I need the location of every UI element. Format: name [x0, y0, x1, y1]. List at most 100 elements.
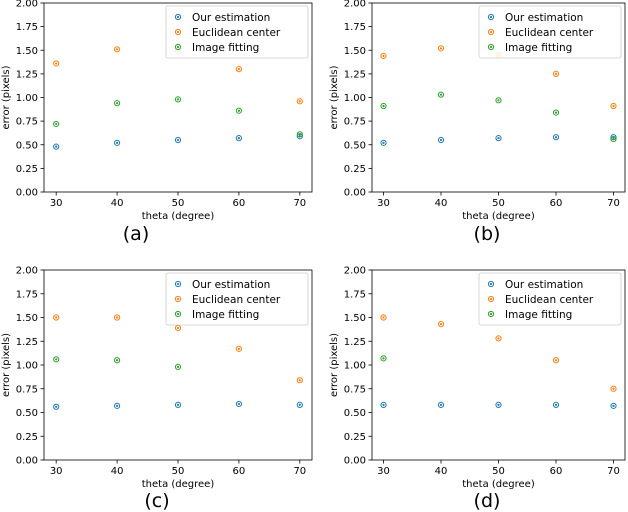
y-tick-label: 1.00: [344, 93, 366, 104]
data-point-series-1: [53, 403, 60, 410]
data-point-core: [439, 138, 443, 142]
x-tick-label: 70: [607, 466, 620, 477]
y-axis-label: error (pixels): [1, 65, 12, 129]
data-point-series-3: [113, 357, 121, 364]
y-tick-label: 1.75: [344, 22, 366, 33]
legend-marker-core: [489, 312, 493, 316]
data-point-core: [176, 365, 180, 368]
data-point-series-1: [174, 401, 182, 408]
data-point-core: [612, 404, 615, 407]
legend-box: [165, 272, 309, 326]
legend-marker-core: [176, 15, 180, 19]
x-tick-label: 40: [435, 466, 448, 477]
data-point-core: [115, 359, 119, 362]
data-point-core: [115, 141, 119, 144]
y-tick-label: 0.75: [16, 117, 38, 128]
data-point-series-1: [552, 134, 560, 141]
y-tick-label: 0.25: [16, 164, 38, 175]
data-point-series-2: [552, 70, 560, 77]
data-point-core: [115, 404, 119, 407]
data-point-core: [554, 403, 558, 406]
data-point-core: [382, 316, 385, 319]
data-point-series-2: [235, 66, 243, 73]
legend-label: Our estimation: [505, 12, 583, 24]
data-point-series-1: [174, 136, 182, 144]
legend-marker-core: [489, 30, 493, 34]
data-point-core: [554, 72, 558, 75]
y-tick-label: 1.25: [344, 69, 366, 80]
data-point-core: [298, 379, 301, 382]
data-point-series-2: [610, 385, 617, 392]
y-tick-label: 0.50: [344, 140, 366, 151]
y-axis-label: error (pixels): [1, 333, 12, 397]
data-point-series-1: [235, 135, 243, 142]
data-point-core: [176, 403, 180, 406]
x-axis-label: theta (degree): [462, 479, 535, 490]
data-point-core: [55, 62, 58, 65]
data-point-series-3: [437, 91, 445, 98]
legend-label: Our estimation: [192, 279, 270, 291]
legend-label: Image fitting: [192, 309, 259, 321]
data-point-core: [612, 104, 615, 108]
data-point-series-3: [380, 355, 387, 362]
y-tick-label: 1.75: [344, 289, 366, 300]
legend-marker: [487, 280, 495, 288]
data-point-series-3: [495, 97, 502, 104]
data-point-core: [237, 68, 241, 71]
legend-marker: [174, 43, 182, 51]
data-point-core: [237, 137, 241, 140]
data-point-core: [176, 326, 180, 330]
legend-marker-core: [489, 282, 493, 286]
data-point-series-1: [380, 401, 387, 408]
data-point-core: [55, 316, 58, 319]
legend-label: Our estimation: [192, 12, 270, 24]
data-point-series-1: [552, 401, 560, 408]
y-tick-label: 1.50: [16, 313, 38, 324]
data-point-series-1: [235, 400, 243, 408]
data-point-core: [55, 122, 58, 126]
x-tick-label: 50: [492, 198, 505, 209]
data-point-core: [439, 323, 443, 326]
data-point-core: [554, 359, 558, 362]
y-tick-label: 0.75: [344, 117, 366, 128]
x-tick-label: 40: [111, 198, 124, 209]
legend-marker-core: [176, 312, 180, 316]
legend-marker-core: [176, 45, 180, 49]
data-point-series-1: [437, 136, 445, 144]
data-point-core: [237, 347, 241, 350]
data-point-series-2: [113, 314, 121, 321]
legend-marker-core: [489, 297, 493, 301]
legend-marker: [174, 13, 182, 21]
chart-panel-2: 0.00 0.25 0.50 0.75 1.00 1.25 1.50 1.75 2.00 30 40…: [329, 0, 626, 245]
panel-caption: (d): [474, 490, 501, 512]
legend-label: Euclidean center: [505, 27, 594, 39]
y-tick-label: 1.50: [344, 46, 366, 57]
y-tick-label: 0.25: [344, 432, 366, 443]
data-point-series-2: [437, 45, 445, 52]
x-axis-label: theta (degree): [142, 211, 215, 222]
data-point-core: [55, 358, 58, 361]
x-tick-label: 60: [233, 466, 246, 477]
data-point-series-1: [610, 402, 617, 409]
y-tick-label: 2.00: [344, 266, 366, 277]
data-point-series-1: [53, 143, 60, 150]
y-tick-label: 0.75: [16, 384, 38, 395]
legend-label: Our estimation: [505, 279, 583, 291]
x-tick-label: 40: [435, 198, 448, 209]
data-point-core: [298, 403, 301, 406]
y-tick-label: 1.25: [344, 337, 366, 348]
data-point-series-2: [113, 46, 121, 53]
data-point-series-1: [296, 401, 303, 408]
x-tick-label: 70: [293, 466, 306, 477]
data-point-core: [382, 141, 385, 144]
legend-marker-core: [176, 282, 180, 286]
data-point-series-2: [380, 314, 387, 321]
data-point-series-1: [380, 139, 387, 146]
legend-label: Image fitting: [505, 309, 572, 321]
data-point-series-1: [113, 139, 121, 146]
x-tick-label: 60: [233, 198, 246, 209]
data-point-series-3: [174, 363, 182, 370]
y-tick-label: 0.00: [16, 188, 38, 199]
data-point-series-3: [53, 120, 60, 128]
